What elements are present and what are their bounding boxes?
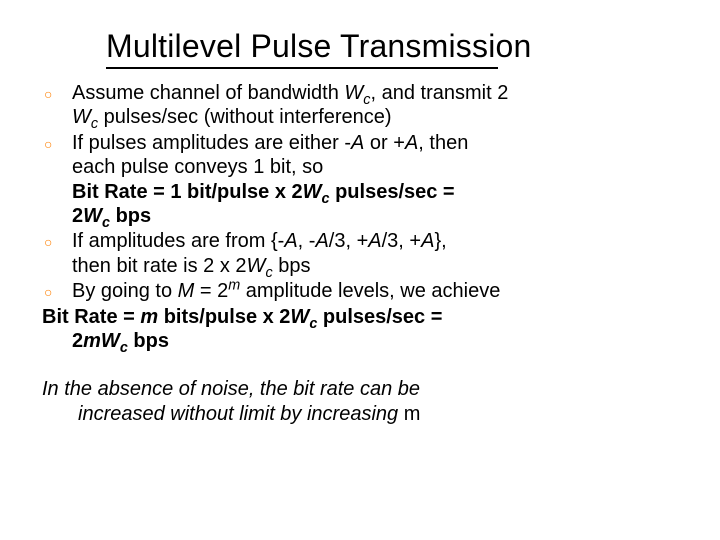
- text: each pulse conveys 1 bit, so: [72, 156, 323, 178]
- text: If pulses amplitudes are either -: [72, 132, 351, 154]
- text: In the absence of noise, the bit rate ca…: [42, 378, 420, 400]
- text-bold: bits/pulse x 2: [158, 306, 290, 328]
- sub-c: c: [120, 340, 128, 356]
- text: amplitude levels, we achieve: [240, 280, 500, 302]
- text: /3, +: [329, 230, 368, 252]
- var-w: W: [247, 255, 266, 277]
- slide-body: ○ Assume channel of bandwidth Wc, and tr…: [42, 81, 678, 426]
- circle-bullet-icon: ○: [42, 279, 72, 301]
- sub-c: c: [322, 191, 330, 207]
- text-bold: pulses/sec =: [330, 181, 455, 203]
- circle-bullet-icon: ○: [42, 131, 72, 153]
- var-a: A: [284, 230, 297, 252]
- var-m: m: [404, 403, 421, 425]
- var-w: W: [344, 82, 363, 104]
- var-a: A: [315, 230, 328, 252]
- text: , then: [418, 132, 468, 154]
- var-a: A: [368, 230, 381, 252]
- bullet-text: If pulses amplitudes are either -A or +A…: [72, 131, 678, 229]
- bullet-item: ○ If pulses amplitudes are either -A or …: [42, 131, 678, 229]
- circle-bullet-icon: ○: [42, 81, 72, 103]
- text: = 2: [194, 280, 228, 302]
- var-w: W: [303, 181, 322, 203]
- var-m: m: [140, 306, 158, 328]
- text: bps: [273, 255, 311, 277]
- var-w: W: [72, 106, 91, 128]
- var-w: W: [83, 205, 102, 227]
- text-bold: 2: [72, 330, 83, 352]
- conclusion-line: Bit Rate = m bits/pulse x 2Wc pulses/sec…: [42, 305, 678, 354]
- text-bold: pulses/sec =: [317, 306, 442, 328]
- sup-m: m: [228, 277, 240, 293]
- bullet-text: If amplitudes are from {-A, -A/3, +A/3, …: [72, 229, 678, 278]
- title-underline: [106, 67, 498, 69]
- bullet-item: ○ By going to M = 2m amplitude levels, w…: [42, 279, 678, 303]
- var-a: A: [421, 230, 434, 252]
- bullet-text: By going to M = 2m amplitude levels, we …: [72, 279, 678, 303]
- var-m: M: [178, 280, 195, 302]
- text: then bit rate is 2 x 2: [72, 255, 247, 277]
- text: , -: [298, 230, 316, 252]
- text: /3, +: [382, 230, 421, 252]
- text-bold: bps: [110, 205, 151, 227]
- text: Assume channel of bandwidth: [72, 82, 344, 104]
- text: If amplitudes are from {-: [72, 230, 284, 252]
- text-bold: Bit Rate =: [42, 306, 140, 328]
- text: or +: [364, 132, 405, 154]
- footer-note: In the absence of noise, the bit rate ca…: [42, 377, 678, 426]
- text-bold: 2: [72, 205, 83, 227]
- var-w: W: [290, 306, 309, 328]
- text: By going to: [72, 280, 178, 302]
- text-bold: bps: [128, 330, 169, 352]
- slide-title: Multilevel Pulse Transmission: [106, 28, 678, 65]
- text: pulses/sec (without interference): [98, 106, 391, 128]
- var-m: m: [83, 330, 101, 352]
- bullet-text: Assume channel of bandwidth Wc, and tran…: [72, 81, 678, 130]
- bullet-item: ○ If amplitudes are from {-A, -A/3, +A/3…: [42, 229, 678, 278]
- text: },: [434, 230, 446, 252]
- text-bold: Bit Rate = 1 bit/pulse x 2: [72, 181, 303, 203]
- title-block: Multilevel Pulse Transmission: [106, 28, 678, 69]
- bullet-item: ○ Assume channel of bandwidth Wc, and tr…: [42, 81, 678, 130]
- slide: Multilevel Pulse Transmission ○ Assume c…: [0, 0, 720, 540]
- var-w: W: [101, 330, 120, 352]
- var-a: A: [351, 132, 364, 154]
- circle-bullet-icon: ○: [42, 229, 72, 251]
- text: increased without limit by increasing: [78, 403, 404, 425]
- var-a: A: [405, 132, 418, 154]
- text: , and transmit 2: [371, 82, 509, 104]
